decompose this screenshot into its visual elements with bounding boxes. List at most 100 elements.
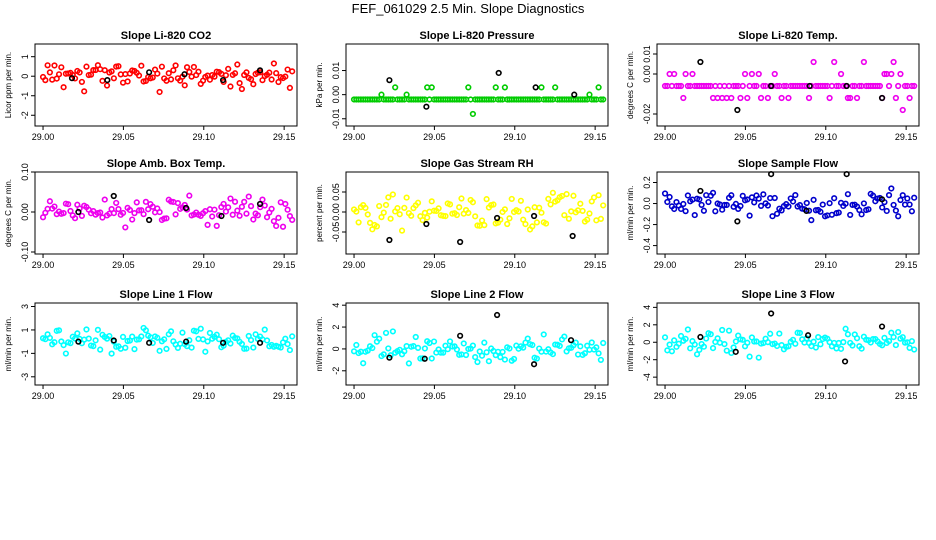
data-point [97,209,104,216]
marker-point [110,337,117,344]
x-tick-label: 29.15 [895,260,918,270]
data-point [803,199,810,207]
y-tick-label: 4 [642,305,652,310]
data-point [289,216,296,224]
marker-point [493,214,501,222]
data-point [275,214,282,221]
data-point [773,210,781,217]
data-point [163,345,170,352]
data-point [380,209,387,216]
data-point [385,345,392,352]
data-point [840,339,847,346]
data-point [58,64,65,71]
marker-point [219,339,227,346]
data-point [805,207,813,214]
y-tick-label: 0.00 [331,86,341,104]
data-point [142,327,149,334]
data-point [785,203,792,210]
data-point [842,325,849,332]
data-point [195,68,202,75]
chart-title: Slope Line 1 Flow [120,289,213,301]
data-point [227,195,234,202]
data-point [911,346,918,353]
data-point [849,342,856,349]
data-point [364,211,371,218]
data-point [261,202,268,209]
data-point [462,351,470,359]
data-point [895,328,902,336]
data-point [401,204,408,211]
data-point [680,94,687,102]
chart-title: Slope Gas Stream RH [420,158,533,170]
data-point [440,349,447,356]
marker-point [386,236,393,244]
data-point [444,346,451,353]
data-point [853,335,861,342]
data-point [746,353,753,360]
y-tick-label: -0.10 [20,242,30,263]
plot-frame [345,171,609,255]
data-point [138,333,145,340]
x-tick-label: 29.10 [504,260,527,270]
data-point [792,340,799,347]
x-tick-label: 29.05 [112,391,135,401]
data-point [181,201,188,209]
data-point [389,191,396,198]
x-tick-label: 29.10 [193,132,216,142]
marker-point [423,103,430,110]
data-point [671,205,678,213]
data-point [561,333,568,340]
data-point [206,76,213,83]
data-point [122,224,129,231]
x-tick-label: 29.05 [112,260,135,270]
data-point [847,211,854,219]
data-point [796,329,803,337]
data-point [234,61,241,68]
data-point [414,344,422,351]
data-point [881,70,888,78]
data-point [71,75,79,82]
marker-point [495,69,502,77]
data-point [732,82,739,90]
data-point [135,72,143,79]
data-point [849,82,856,90]
chart-panel: Slope Sample Flow 29.00 29.05 29.10 29.15 -0.… [626,158,920,270]
chart-panel: Slope Li-820 CO2 29.00 29.05 29.10 29.15 -2 -1… [4,30,298,142]
data-point [675,82,682,90]
data-point [899,106,906,114]
plot-frame [345,302,609,386]
data-point [202,348,209,355]
x-tick-label: 29.00 [654,260,677,270]
marker-point [697,58,704,66]
data-point [430,338,438,345]
data-point [883,207,890,215]
data-point [103,82,111,89]
data-point [101,67,108,74]
data-point [245,193,252,200]
y-axis-label: ml/min per min. [626,186,635,241]
data-point [197,325,204,332]
data-point [243,69,250,76]
data-point [373,223,380,230]
data-point [442,213,449,220]
y-tick-label: 0.00 [20,203,30,221]
data-point [181,82,188,89]
data-point [87,71,95,78]
marker-point [532,84,539,91]
x-tick-label: 29.10 [504,132,527,142]
marker-point [806,82,813,90]
data-point [142,198,149,205]
data-point [533,355,540,362]
data-point [677,332,685,340]
data-point [261,326,268,333]
data-point [485,358,492,365]
data-point [92,337,99,344]
data-point [131,346,138,353]
data-point [279,223,287,230]
data-point [835,209,842,216]
data-point [403,91,410,98]
data-point [179,329,186,336]
data-point [211,73,218,80]
data-point [376,202,383,210]
data-point [227,340,234,347]
